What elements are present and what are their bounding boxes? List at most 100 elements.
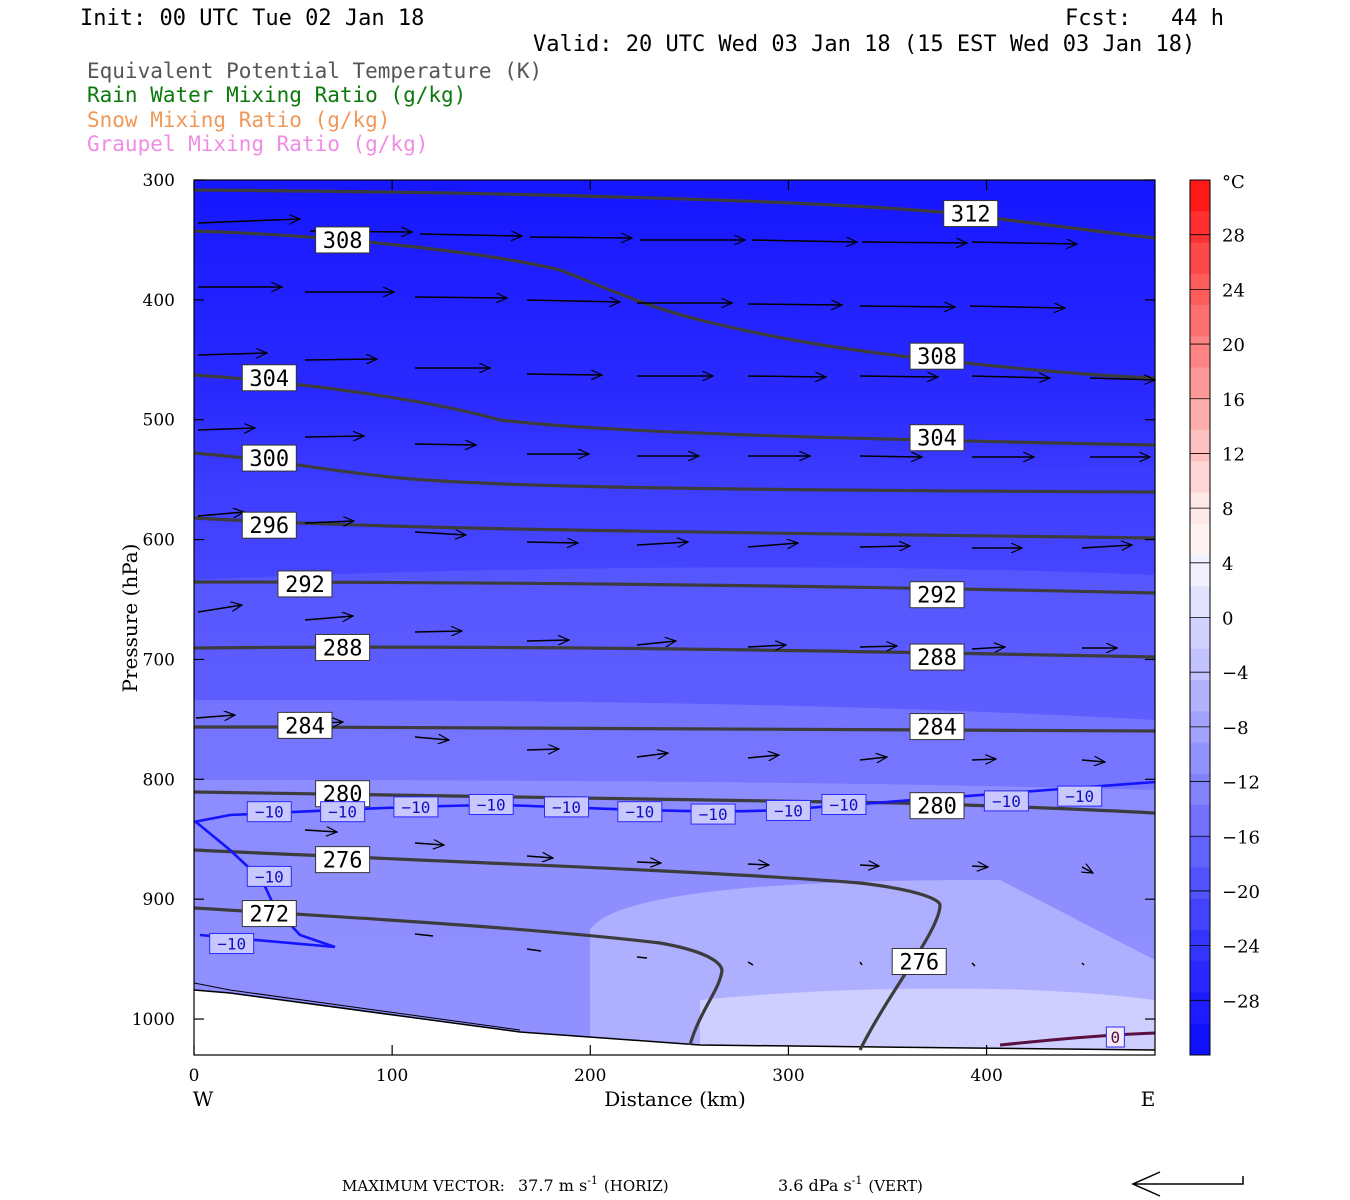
svg-text:276: 276 xyxy=(899,951,939,976)
svg-text:−10: −10 xyxy=(1065,787,1094,806)
temperature-label: 0 xyxy=(1105,1026,1125,1048)
svg-text:−10: −10 xyxy=(992,792,1021,811)
temperature-label: −10 xyxy=(821,793,867,815)
colorbar-swatch xyxy=(1190,1023,1210,1056)
temperature-label: −10 xyxy=(320,801,366,823)
colorbar-swatch xyxy=(1190,305,1210,337)
svg-text:276: 276 xyxy=(323,849,363,874)
colorbar-label: −16 xyxy=(1222,827,1260,848)
y-tick-label: 800 xyxy=(143,770,175,790)
colorbar-label: −28 xyxy=(1222,991,1260,1012)
theta-e-label: 296 xyxy=(241,511,297,539)
colorbar-swatch xyxy=(1190,211,1210,243)
colorbar-label: 8 xyxy=(1222,499,1233,520)
colorbar-label: 20 xyxy=(1222,335,1245,356)
temperature-label: −10 xyxy=(765,799,811,821)
temperature-contour-labels: −10 −10 −10 −10 −10 −10 −10 −10 −10 −10 −10 −10 −10 0 xyxy=(209,785,1125,1048)
colorbar-swatch xyxy=(1190,523,1210,556)
theta-e-label: 312 xyxy=(943,200,999,228)
colorbar-swatch xyxy=(1190,742,1210,775)
y-tick-label: 500 xyxy=(143,411,175,431)
theta-e-label: 304 xyxy=(241,364,297,392)
svg-text:−10: −10 xyxy=(328,803,357,822)
colorbar-swatch xyxy=(1190,367,1210,400)
temperature-label: −10 xyxy=(209,933,255,955)
svg-text:308: 308 xyxy=(323,229,363,254)
x-tick-label: 0 xyxy=(189,1066,200,1086)
colorbar-label: −4 xyxy=(1222,663,1249,684)
y-axis: 300 400 500 600 700 800 900 1000 xyxy=(132,171,1155,1030)
theta-e-label: 288 xyxy=(315,633,371,661)
colorbar-swatch xyxy=(1190,898,1210,931)
max-vector-label: MAXIMUM VECTOR: xyxy=(342,1177,505,1195)
svg-text:288: 288 xyxy=(323,636,363,661)
theta-e-label: 308 xyxy=(909,342,965,370)
colorbar-label: 28 xyxy=(1222,226,1245,247)
colorbar-swatch xyxy=(1190,461,1210,493)
svg-text:0: 0 xyxy=(1111,1028,1121,1047)
colorbar-swatch xyxy=(1190,430,1210,462)
colorbar-label: 12 xyxy=(1222,444,1245,465)
svg-text:280: 280 xyxy=(917,795,957,820)
temperature-shading xyxy=(194,180,1155,1055)
colorbar-swatch xyxy=(1190,336,1210,368)
forecast-hour: Fcst: 44 h xyxy=(1065,6,1224,31)
y-tick-label: 900 xyxy=(143,890,175,910)
theta-e-contours xyxy=(194,188,1155,1051)
svg-text:288: 288 xyxy=(917,646,957,671)
colorbar-swatch xyxy=(1190,867,1210,900)
field-label-snow: Snow Mixing Ratio (g/kg) xyxy=(87,108,390,132)
colorbar-swatch xyxy=(1190,617,1210,650)
svg-text:−10: −10 xyxy=(217,935,246,954)
svg-text:304: 304 xyxy=(249,367,289,392)
init-time: Init: 00 UTC Tue 02 Jan 18 xyxy=(80,6,424,31)
svg-text:304: 304 xyxy=(917,427,957,452)
svg-text:292: 292 xyxy=(917,584,957,609)
colorbar-swatch xyxy=(1190,773,1210,806)
colorbar-label: −8 xyxy=(1222,718,1249,739)
theta-e-label: 308 xyxy=(315,226,371,254)
theta-e-label: 288 xyxy=(909,643,965,671)
svg-text:−10: −10 xyxy=(401,798,430,817)
colorbar-swatch xyxy=(1190,805,1210,837)
svg-text:296: 296 xyxy=(249,514,289,539)
svg-text:−10: −10 xyxy=(625,803,654,822)
svg-text:−10: −10 xyxy=(552,798,581,817)
theta-e-contour-labels: 312 308 308 304 304 300 296 292 292 288 288 284 284 2… xyxy=(241,200,999,976)
colorbar: 28 24 20 16 12 8 4 0 −4 −8 −12 −16 −20 −24 −28 xyxy=(1189,179,1260,1056)
svg-text:272: 272 xyxy=(249,903,289,928)
temperature-label: −10 xyxy=(690,803,736,825)
colorbar-swatch xyxy=(1190,648,1210,681)
colorbar-label: −24 xyxy=(1222,937,1260,958)
x-tick-label: 100 xyxy=(376,1066,408,1086)
y-tick-label: 700 xyxy=(143,650,175,670)
colorbar-swatch xyxy=(1190,555,1210,587)
svg-text:−10: −10 xyxy=(699,805,728,824)
colorbar-label: −20 xyxy=(1222,882,1260,903)
theta-e-label: 304 xyxy=(909,424,965,452)
y-tick-label: 1000 xyxy=(132,1010,175,1030)
svg-text:−10: −10 xyxy=(255,803,284,822)
temperature-label: −10 xyxy=(983,790,1029,812)
colorbar-swatch xyxy=(1190,180,1210,212)
x-tick-label: 200 xyxy=(574,1066,606,1086)
svg-text:300: 300 xyxy=(249,447,289,472)
svg-text:−10: −10 xyxy=(255,867,284,886)
field-label-graupel: Graupel Mixing Ratio (g/kg) xyxy=(87,132,428,156)
temperature-label: −10 xyxy=(617,801,663,823)
field-label-rain: Rain Water Mixing Ratio (g/kg) xyxy=(87,83,466,107)
temperature-label: −10 xyxy=(246,865,292,887)
zero-isotherm xyxy=(999,1031,1155,1047)
colorbar-swatch xyxy=(1190,586,1210,618)
colorbar-swatch xyxy=(1190,961,1210,993)
colorbar-swatch xyxy=(1190,680,1210,712)
x-axis: 0 100 200 300 400 xyxy=(189,180,1003,1086)
temperature-label: −10 xyxy=(544,796,590,818)
colorbar-swatch xyxy=(1190,992,1210,1025)
y-tick-label: 300 xyxy=(143,171,175,191)
colorbar-label: 16 xyxy=(1222,390,1245,411)
theta-e-label: 272 xyxy=(241,900,297,928)
theta-e-label: 276 xyxy=(891,948,947,976)
theta-e-label: 292 xyxy=(277,570,333,598)
